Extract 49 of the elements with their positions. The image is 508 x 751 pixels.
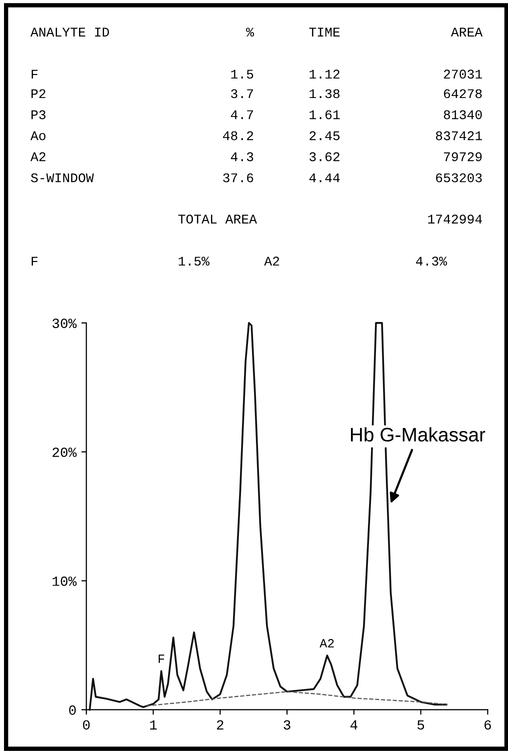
text: 79729: [444, 152, 482, 162]
text: AREA: [450, 28, 483, 36]
y-tick-label: 0: [69, 705, 76, 715]
text: 1.61: [310, 110, 340, 120]
text: ANALYTE ID: [30, 28, 109, 36]
x-tick-label: 1: [150, 720, 157, 730]
x-tick-label: 2: [216, 720, 224, 730]
text: 653203: [436, 173, 482, 182]
x-tick-label: 3: [284, 720, 290, 730]
text: S-WINDOW: [30, 173, 94, 182]
text: 837421: [436, 131, 482, 140]
text: 1.5%: [178, 256, 210, 266]
y-tick-label: 30%: [52, 318, 77, 328]
text: 4.3: [230, 152, 254, 162]
annotation: A2: [320, 639, 334, 648]
y-tick-label: 20%: [52, 448, 77, 458]
text: 2.45: [310, 131, 340, 140]
text: 81340: [444, 110, 482, 120]
text: 3.7: [231, 89, 253, 98]
text: 1.5: [231, 70, 254, 79]
text: 27031: [444, 70, 482, 79]
text: 1.12: [310, 70, 340, 79]
annotation: Hb G-Makassar: [350, 427, 486, 442]
text: A2: [264, 256, 280, 266]
text: 1742994: [428, 214, 482, 224]
x-tick-label: 0: [83, 720, 90, 730]
text: A2: [30, 152, 46, 162]
x-tick-label: 4: [350, 720, 358, 730]
text: 1.38: [310, 89, 340, 98]
x-tick-label: 5: [417, 720, 424, 730]
annotation: F: [158, 654, 164, 663]
text: %: [246, 28, 254, 37]
text: P2: [32, 89, 46, 98]
text: 37.6: [223, 173, 254, 182]
text: F: [32, 70, 38, 79]
text: 3.62: [310, 152, 340, 162]
text: TIME: [309, 28, 340, 36]
text: F: [32, 256, 38, 266]
text: P3: [32, 110, 46, 120]
x-tick-label: 6: [484, 720, 491, 730]
text: 4.3%: [416, 256, 448, 266]
text: 48.2: [222, 131, 254, 140]
line-series: [146, 691, 448, 706]
text: TOTAL AREA: [178, 214, 257, 224]
text: 4.7: [230, 110, 253, 120]
text: 64278: [444, 89, 482, 98]
y-tick-label: 10%: [52, 576, 77, 586]
text: Ao: [30, 131, 46, 140]
text: 4.44: [309, 173, 340, 182]
